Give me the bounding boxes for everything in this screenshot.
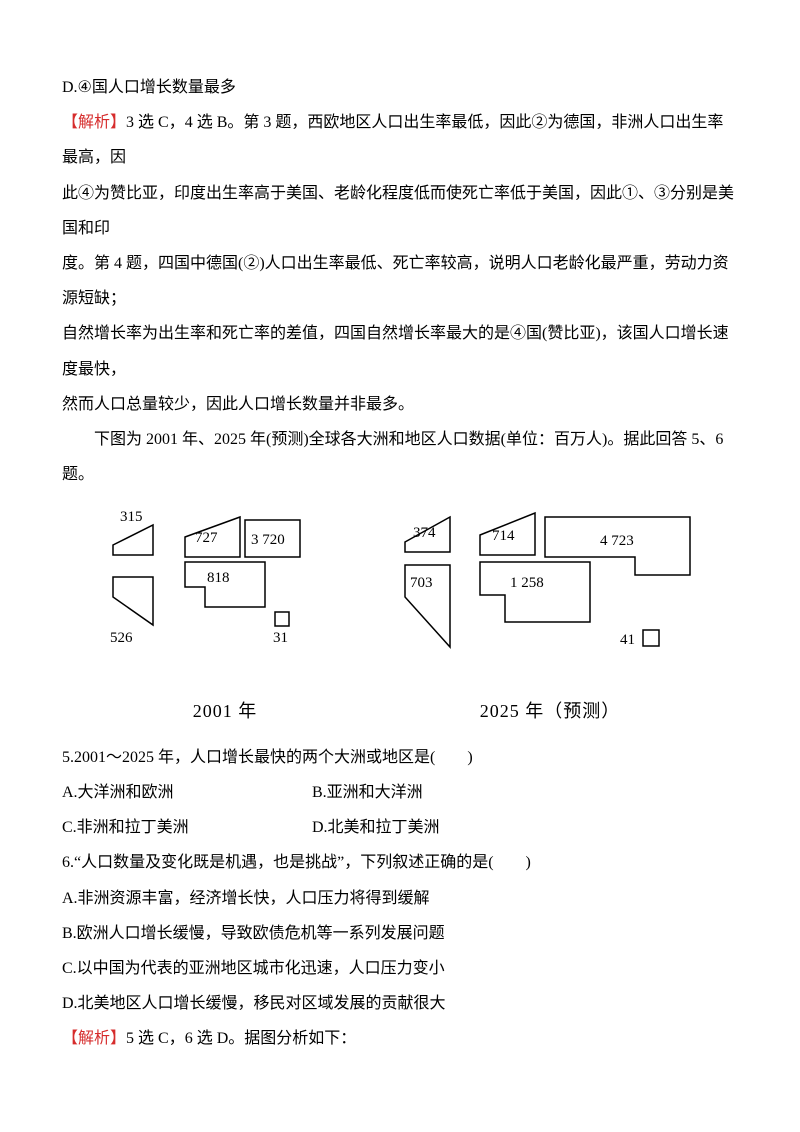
q6-option-c: C.以中国为代表的亚洲地区城市化迅速，人口压力变小 [62,951,738,986]
explanation-label-2: 【解析】 [62,1030,126,1047]
chart-2001-svg: 315 526 727 3 720 818 [95,507,355,682]
explanation-text: 3 选 C，4 选 B。第 3 题，西欧地区人口出生率最低，因此②为德国，非洲人… [62,114,723,166]
shape-703: 703 [405,565,450,647]
shape-526: 526 [110,577,153,646]
shape-41: 41 [620,630,659,648]
explanation-line: 此④为赞比亚，印度出生率高于美国、老龄化程度低而使死亡率低于美国，因此①、③分别… [62,176,738,246]
explanation-line: 度。第 4 题，四国中德国(②)人口出生率最低、死亡率较高，说明人口老龄化最严重… [62,246,738,316]
label-727: 727 [195,530,218,546]
year-2025-label: 2025 年（预测） [480,692,621,732]
label-818: 818 [207,570,230,586]
figure-caption: 下图为 2001 年、2025 年(预测)全球各大洲和地区人口数据(单位：百万人… [62,422,738,492]
q6-option-b: B.欧洲人口增长缓慢，导致欧债危机等一系列发展问题 [62,916,738,951]
shape-315: 315 [113,509,153,555]
label-4723: 4 723 [600,533,634,549]
explanation-line: 自然增长率为出生率和死亡率的差值，四国自然增长率最大的是④国(赞比亚)，该国人口… [62,316,738,386]
question-6: 6.“人口数量及变化既是机遇，也是挑战”，下列叙述正确的是( ) [62,845,738,880]
label-526: 526 [110,630,133,646]
q6-option-a: A.非洲资源丰富，经济增长快，人口压力将得到缓解 [62,881,738,916]
explanation-label: 【解析】 [62,114,126,131]
year-2001-label: 2001 年 [193,692,258,732]
cluster-2025: 374 703 714 4 723 1 258 [395,507,705,732]
shape-3720: 3 720 [245,520,300,557]
shape-727: 727 [185,517,240,557]
shape-1258: 1 258 [480,562,590,622]
explanation-line: 然而人口总量较少，因此人口增长数量并非最多。 [62,387,738,422]
q5-option-d: D.北美和拉丁美洲 [312,810,440,845]
label-714: 714 [492,528,515,544]
shape-818: 818 [185,562,265,607]
label-315: 315 [120,509,143,525]
q6-option-d: D.北美地区人口增长缓慢，移民对区域发展的贡献很大 [62,986,738,1021]
explanation-2: 【解析】5 选 C，6 选 D。据图分析如下： [62,1021,738,1056]
q5-option-a: A.大洋洲和欧洲 [62,775,312,810]
label-31: 31 [273,630,288,646]
label-41: 41 [620,632,635,648]
label-374: 374 [413,525,436,541]
label-1258: 1 258 [510,575,544,591]
q5-option-c: C.非洲和拉丁美洲 [62,810,312,845]
label-3720: 3 720 [251,532,285,548]
q5-options-row2: C.非洲和拉丁美洲 D.北美和拉丁美洲 [62,810,738,845]
explanation-text-2: 5 选 C，6 选 D。据图分析如下： [126,1030,356,1047]
option-d: D.④国人口增长数量最多 [62,70,738,105]
question-5: 5.2001～2025 年，人口增长最快的两个大洲或地区是( ) [62,740,738,775]
cluster-2001: 315 526 727 3 720 818 [95,507,355,732]
label-703: 703 [410,575,433,591]
shape-374: 374 [405,517,450,552]
explanation-1: 【解析】3 选 C，4 选 B。第 3 题，西欧地区人口出生率最低，因此②为德国… [62,105,738,175]
shape-4723: 4 723 [545,517,690,575]
population-diagram: 315 526 727 3 720 818 [62,507,738,732]
q5-option-b: B.亚洲和大洋洲 [312,775,423,810]
shape-31: 31 [273,612,289,646]
chart-2025-svg: 374 703 714 4 723 1 258 [395,507,705,682]
shape-714: 714 [480,513,535,555]
q5-options-row1: A.大洋洲和欧洲 B.亚洲和大洋洲 [62,775,738,810]
